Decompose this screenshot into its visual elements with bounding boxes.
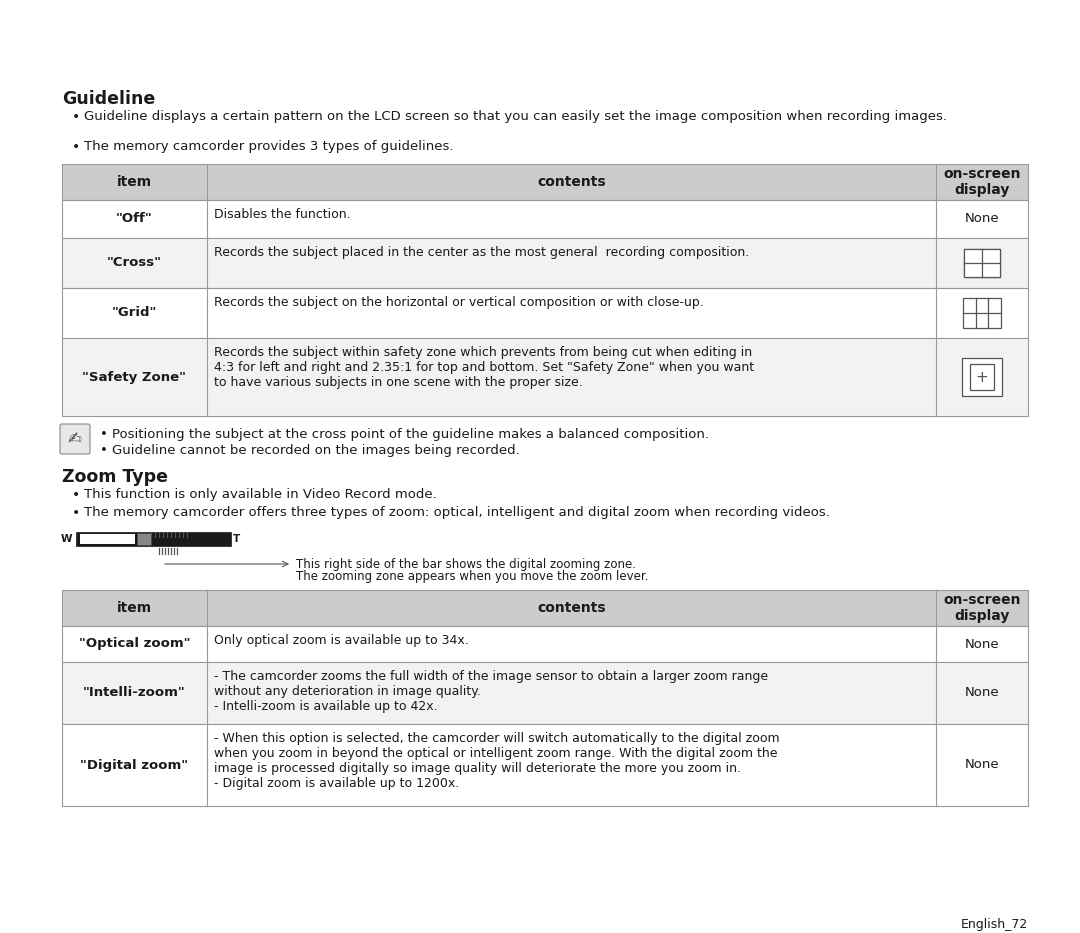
- Text: None: None: [964, 759, 999, 772]
- Bar: [62, 724, 1028, 806]
- Text: Zoom Type: Zoom Type: [62, 468, 168, 486]
- Text: Guideline displays a certain pattern on the LCD screen so that you can easily se: Guideline displays a certain pattern on …: [84, 110, 947, 123]
- Text: on-screen
display: on-screen display: [943, 167, 1021, 197]
- Text: on-screen
display: on-screen display: [943, 592, 1021, 623]
- Bar: [62, 238, 1028, 288]
- Text: This right side of the bar shows the digital zooming zone.: This right side of the bar shows the dig…: [296, 558, 636, 571]
- Text: Records the subject within safety zone which prevents from being cut when editin: Records the subject within safety zone w…: [214, 346, 754, 389]
- Bar: [963, 298, 1001, 328]
- Text: Guideline cannot be recorded on the images being recorded.: Guideline cannot be recorded on the imag…: [112, 444, 519, 457]
- Bar: [80, 534, 135, 544]
- Text: None: None: [964, 637, 999, 650]
- Bar: [62, 288, 1028, 338]
- Text: - The camcorder zooms the full width of the image sensor to obtain a larger zoom: - The camcorder zooms the full width of …: [214, 670, 768, 713]
- Bar: [62, 590, 1028, 626]
- Text: •: •: [100, 444, 108, 457]
- Text: The zooming zone appears when you move the zoom lever.: The zooming zone appears when you move t…: [296, 570, 648, 583]
- Text: None: None: [964, 687, 999, 700]
- Bar: [970, 364, 994, 390]
- Text: "Grid": "Grid": [112, 307, 158, 319]
- Text: Positioning the subject at the cross point of the guideline makes a balanced com: Positioning the subject at the cross poi…: [112, 428, 708, 441]
- Text: Only optical zoom is available up to 34x.: Only optical zoom is available up to 34x…: [214, 634, 469, 647]
- Bar: [76, 532, 231, 546]
- Bar: [964, 249, 1000, 277]
- Text: - When this option is selected, the camcorder will switch automatically to the d: - When this option is selected, the camc…: [214, 732, 780, 790]
- Text: W: W: [60, 534, 72, 544]
- Text: "Intelli-zoom": "Intelli-zoom": [83, 687, 186, 700]
- Bar: [962, 358, 1002, 396]
- Text: •: •: [100, 428, 108, 441]
- Text: None: None: [964, 213, 999, 226]
- Bar: [137, 533, 151, 545]
- Text: T: T: [233, 534, 240, 544]
- Bar: [62, 338, 1028, 416]
- Text: •: •: [72, 488, 80, 502]
- Text: Guideline: Guideline: [62, 90, 156, 108]
- Text: item: item: [117, 175, 152, 189]
- Text: •: •: [72, 140, 80, 154]
- Text: The memory camcorder provides 3 types of guidelines.: The memory camcorder provides 3 types of…: [84, 140, 454, 153]
- Text: This function is only available in Video Record mode.: This function is only available in Video…: [84, 488, 436, 501]
- Bar: [62, 662, 1028, 724]
- Text: English_72: English_72: [961, 918, 1028, 931]
- Text: "Digital zoom": "Digital zoom": [80, 759, 189, 772]
- Text: "Cross": "Cross": [107, 257, 162, 270]
- Text: Disables the function.: Disables the function.: [214, 208, 351, 221]
- Text: "Off": "Off": [117, 213, 153, 226]
- Bar: [62, 200, 1028, 238]
- Text: "Optical zoom": "Optical zoom": [79, 637, 190, 650]
- Text: •: •: [72, 110, 80, 124]
- Text: Records the subject on the horizontal or vertical composition or with close-up.: Records the subject on the horizontal or…: [214, 296, 704, 309]
- Bar: [62, 626, 1028, 662]
- Text: The memory camcorder offers three types of zoom: optical, intelligent and digita: The memory camcorder offers three types …: [84, 506, 829, 519]
- FancyBboxPatch shape: [60, 424, 90, 454]
- Bar: [964, 249, 1000, 277]
- Text: •: •: [72, 506, 80, 520]
- Text: +: +: [975, 369, 988, 384]
- Text: contents: contents: [537, 601, 606, 615]
- Text: contents: contents: [537, 175, 606, 189]
- Text: "Safety Zone": "Safety Zone": [82, 370, 187, 383]
- Text: item: item: [117, 601, 152, 615]
- Bar: [62, 164, 1028, 200]
- Text: Records the subject placed in the center as the most general  recording composit: Records the subject placed in the center…: [214, 246, 750, 259]
- Text: ✍: ✍: [68, 430, 82, 448]
